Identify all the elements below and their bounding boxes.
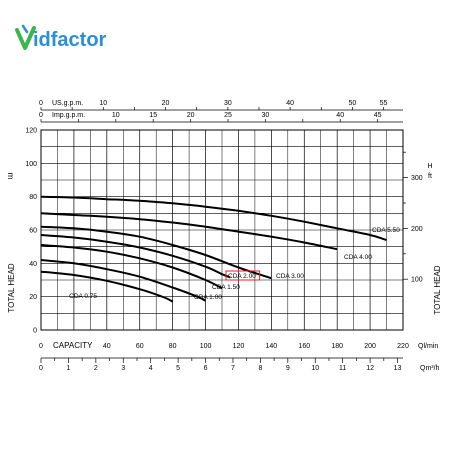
highlight-box [225, 270, 261, 281]
imp-gpm-tick-label: 25 [224, 112, 232, 119]
m3h-tick-label: 0 [39, 365, 43, 372]
curve-label-cda-2-00: CDA 2.00 [228, 273, 256, 280]
y-right-title: TOTAL HEAD [433, 265, 442, 314]
curve-cda-3-00 [40, 225, 272, 280]
us-gpm-label: US.g.p.m. [52, 100, 83, 107]
x-tick-label: 180 [331, 343, 343, 350]
imp-gpm-label: Imp.g.p.m. [52, 112, 85, 119]
imp-gpm-tick-label: 40 [336, 112, 344, 119]
y-right-unit: ft [428, 173, 432, 180]
imp-gpm-tick-label: 45 [374, 112, 382, 119]
curve-label-cda-1-50: CDA 1.50 [212, 284, 240, 291]
imp-gpm-tick-label: 10 [112, 112, 120, 119]
vidfactor-logo: idfactor [14, 20, 134, 60]
m3h-tick-label: 1 [66, 365, 70, 372]
m3h-unit: Qm³/h [420, 365, 440, 372]
x-tick-label: 200 [364, 343, 376, 350]
y-right-tick-label: 100 [411, 277, 423, 284]
x-tick-label: 80 [169, 343, 177, 350]
m3h-tick-label: 13 [394, 365, 402, 372]
x-tick-label: 40 [103, 343, 111, 350]
us-gpm-tick-label: 30 [224, 100, 232, 107]
m3h-tick-label: 7 [231, 365, 235, 372]
y-tick-label: 0 [33, 328, 37, 335]
m3h-tick-label: 8 [258, 365, 262, 372]
plot-border [40, 129, 404, 331]
y-right-tick-label: 300 [411, 175, 423, 182]
us-gpm-tick-label: 40 [286, 100, 294, 107]
x-tick-label: 140 [266, 343, 278, 350]
m3h-tick-label: 11 [339, 365, 346, 372]
curve-label-cda-1-00: CDA 1.00 [194, 294, 222, 301]
m3h-tick-label: 6 [204, 365, 208, 372]
m3h-tick-label: 2 [94, 365, 98, 372]
curve-cda-0-75 [40, 270, 174, 303]
x-tick-label: 220 [397, 343, 409, 350]
curve-cda-1-00 [40, 259, 206, 302]
chart-labels: CDA 0.75 CDA 1.00 CDA 1.50 CDA 2.00 CDA 3.00… [69, 227, 400, 301]
curve-cda-5-50 [40, 195, 387, 241]
curve-label-cda-5-50: CDA 5.50 [372, 227, 400, 234]
imp-gpm-tick-label: 20 [187, 112, 195, 119]
imp-gpm-tick-label: 0 [39, 112, 43, 119]
x-tick-label: 160 [298, 343, 310, 350]
us-gpm-tick-label: 50 [349, 100, 357, 107]
m3h-tick-label: 12 [366, 365, 374, 372]
x-axis-title: CAPACITY [53, 341, 93, 350]
y-tick-label: 20 [29, 294, 37, 301]
y-left-title: TOTAL HEAD [7, 263, 16, 312]
curve-cda-4-00 [40, 212, 338, 251]
y-left-unit: m [6, 173, 15, 180]
curve-label-cda-4-00: CDA 4.00 [344, 254, 372, 261]
logo-text: idfactor [33, 29, 107, 51]
y-right-h-label: H [427, 163, 432, 170]
imp-gpm-tick-label: 30 [262, 112, 270, 119]
curve-cda-1-50 [40, 244, 223, 290]
imp-gpm-tick-label: 15 [149, 112, 157, 119]
m3h-tick-label: 9 [286, 365, 290, 372]
m3h-tick-label: 4 [149, 365, 153, 372]
x-tick-label: 120 [233, 343, 245, 350]
x-tick-label: 0 [39, 343, 43, 350]
m3h-tick-label: 10 [311, 365, 319, 372]
y-tick-label: 60 [29, 228, 37, 235]
y-tick-label: 100 [25, 161, 37, 168]
curve-label-cda-0-75: CDA 0.75 [69, 293, 97, 300]
us-gpm-tick-label: 20 [162, 100, 170, 107]
y-tick-label: 40 [29, 261, 37, 268]
x-tick-label: 60 [136, 343, 144, 350]
logo-check-mark [15, 26, 36, 50]
y-tick-label: 80 [29, 194, 37, 201]
us-gpm-tick-label: 0 [39, 100, 43, 107]
m3h-tick-label: 5 [176, 365, 180, 372]
logo-check-mark-accent [21, 24, 29, 34]
curve-cda-2-00 [40, 234, 231, 279]
us-gpm-tick-label: 55 [380, 100, 388, 107]
y-right-tick-label: 200 [411, 226, 423, 233]
curve-label-cda-3-00: CDA 3.00 [276, 273, 304, 280]
chart-curves [40, 195, 387, 303]
x-unit: Ql/min [418, 343, 438, 350]
us-gpm-tick-label: 10 [99, 100, 107, 107]
x-tick-label: 100 [200, 343, 212, 350]
m3h-tick-label: 3 [121, 365, 125, 372]
y-tick-label: 120 [25, 128, 37, 135]
